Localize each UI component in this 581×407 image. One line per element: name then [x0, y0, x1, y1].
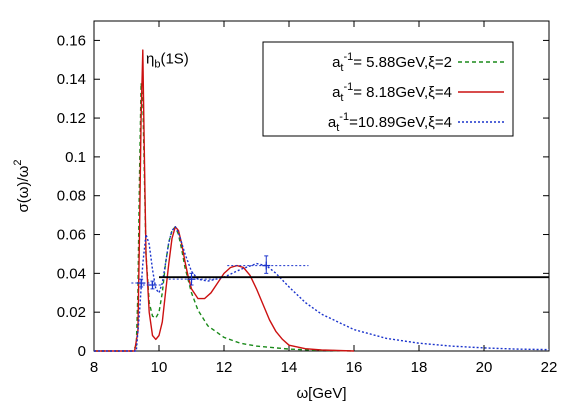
y-tick-label: 0.12 [57, 110, 86, 127]
y-tick-label: 0.08 [57, 188, 86, 205]
x-tick-labels: 8 10 12 14 16 18 20 22 [90, 359, 558, 376]
annotation-rest: (1S) [160, 51, 188, 68]
y-tick-label: 0.06 [57, 227, 86, 244]
error-point-2 [142, 280, 163, 290]
series-line-3 [94, 226, 550, 352]
x-tick-label: 16 [346, 359, 363, 376]
peak-annotation: ηb(1S) [146, 51, 189, 71]
annotation-sub: b [154, 59, 160, 71]
y-tick-label: 0.16 [57, 32, 86, 49]
x-tick-label: 8 [90, 359, 98, 376]
error-bars [131, 255, 309, 290]
legend-box [262, 41, 514, 137]
legend-items: at-1= 5.88GeV,ξ=2 at-1= 8.18GeV,ξ=4 at-1=1… [328, 51, 504, 134]
error-point-3 [168, 272, 215, 286]
x-tick-label: 12 [216, 359, 233, 376]
series-lines [94, 49, 550, 352]
legend-label-2: at-1= 8.18GeV,ξ=4 [332, 81, 452, 104]
y-tick-label: 0.02 [57, 304, 86, 321]
x-tick-label: 14 [281, 359, 298, 376]
x-axis-title: ω[GeV] [296, 385, 346, 402]
error-point-1 [131, 278, 153, 288]
x-tick-label: 20 [476, 359, 493, 376]
series-line-2 [94, 49, 355, 352]
x-tick-label: 22 [541, 359, 558, 376]
svg-text:σ(ω)/ω2: σ(ω)/ω2 [12, 160, 32, 213]
legend-label-1: at-1= 5.88GeV,ξ=2 [332, 51, 452, 74]
y-axis-title: σ(ω)/ω2 [12, 160, 32, 213]
y-axis-title-sup: 2 [12, 160, 24, 166]
y-tick-labels: 0 0.02 0.04 0.06 0.08 0.1 0.12 0.14 0.16 [57, 32, 86, 360]
x-tick-label: 18 [411, 359, 428, 376]
y-tick-label: 0.1 [65, 149, 86, 166]
y-tick-label: 0.14 [57, 71, 86, 88]
annotation-eta: η [146, 51, 154, 68]
y-tick-label: 0 [78, 343, 86, 360]
legend: at-1= 5.88GeV,ξ=2 at-1= 8.18GeV,ξ=4 at-1=1… [262, 41, 514, 137]
y-axis-title-main: σ(ω)/ω [15, 165, 32, 212]
error-point-4 [227, 255, 309, 274]
x-tick-label: 10 [151, 359, 168, 376]
legend-label-3: at-1=10.89GeV,ξ=4 [328, 111, 452, 134]
y-tick-label: 0.04 [57, 265, 86, 282]
